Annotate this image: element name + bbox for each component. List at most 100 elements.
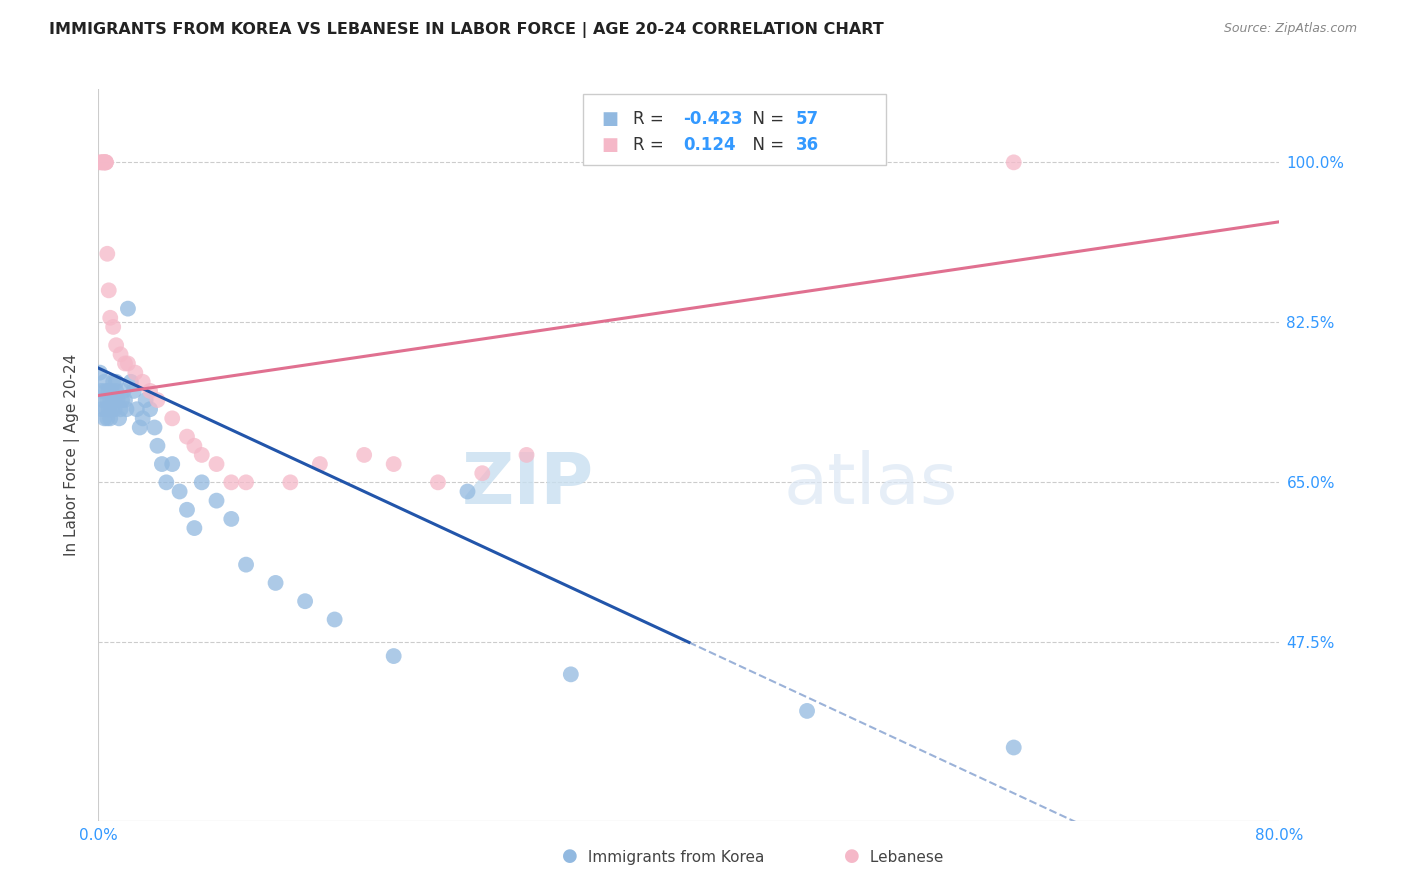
Point <box>143 420 166 434</box>
Point <box>96 411 118 425</box>
Point <box>176 503 198 517</box>
Point <box>108 411 131 425</box>
Point <box>96 393 118 408</box>
Point <box>1002 740 1025 755</box>
Point <box>183 439 205 453</box>
Point <box>114 356 136 371</box>
Point <box>105 338 128 352</box>
Point <box>132 411 155 425</box>
Text: ■: ■ <box>602 136 619 154</box>
Point <box>280 475 302 490</box>
Text: Immigrants from Korea: Immigrants from Korea <box>583 850 765 865</box>
Point <box>90 384 112 398</box>
Point <box>294 594 316 608</box>
Text: 57: 57 <box>796 110 818 128</box>
Text: atlas: atlas <box>783 450 957 518</box>
Point <box>94 384 117 398</box>
Point <box>107 393 129 408</box>
Point <box>103 320 125 334</box>
Point <box>115 402 138 417</box>
Point <box>110 347 132 361</box>
Point <box>112 384 135 398</box>
Point <box>150 457 173 471</box>
Point <box>94 155 117 169</box>
Point <box>796 704 818 718</box>
Point <box>93 411 115 425</box>
Y-axis label: In Labor Force | Age 20-24: In Labor Force | Age 20-24 <box>63 354 80 556</box>
Text: R =: R = <box>633 110 669 128</box>
Point <box>191 448 214 462</box>
Text: -0.423: -0.423 <box>683 110 742 128</box>
Text: Source: ZipAtlas.com: Source: ZipAtlas.com <box>1223 22 1357 36</box>
Point <box>132 375 155 389</box>
Point <box>100 384 122 398</box>
Point <box>91 155 114 169</box>
Text: 0.124: 0.124 <box>683 136 735 154</box>
Point <box>103 375 125 389</box>
Point <box>91 393 114 408</box>
Point <box>155 475 177 490</box>
Point <box>309 457 332 471</box>
Point <box>427 475 450 490</box>
Point <box>235 558 257 572</box>
Point <box>96 246 118 260</box>
Point <box>89 155 111 169</box>
Point <box>97 384 120 398</box>
Text: N =: N = <box>742 110 790 128</box>
Point <box>117 356 139 371</box>
Point <box>91 155 114 169</box>
Point <box>100 402 122 417</box>
Point <box>183 521 205 535</box>
Point <box>104 393 127 408</box>
Point <box>162 411 183 425</box>
Point <box>169 484 191 499</box>
Text: 36: 36 <box>796 136 818 154</box>
Text: R =: R = <box>633 136 673 154</box>
Point <box>93 155 115 169</box>
Point <box>122 384 145 398</box>
Point <box>264 576 287 591</box>
Point <box>146 393 169 408</box>
Point <box>191 475 214 490</box>
Point <box>176 430 198 444</box>
Point <box>457 484 479 499</box>
Point <box>516 448 538 462</box>
Point <box>139 402 162 417</box>
Point <box>94 155 117 169</box>
Point <box>98 411 121 425</box>
Point <box>90 155 112 169</box>
Point <box>105 384 128 398</box>
Point <box>105 375 128 389</box>
Point <box>205 493 228 508</box>
Point <box>221 512 243 526</box>
Text: N =: N = <box>742 136 790 154</box>
Point <box>93 375 115 389</box>
Point <box>98 310 121 325</box>
Point <box>382 457 405 471</box>
Point <box>205 457 228 471</box>
Text: Lebanese: Lebanese <box>865 850 943 865</box>
Point <box>235 475 257 490</box>
Point <box>94 155 117 169</box>
Text: IMMIGRANTS FROM KOREA VS LEBANESE IN LABOR FORCE | AGE 20-24 CORRELATION CHART: IMMIGRANTS FROM KOREA VS LEBANESE IN LAB… <box>49 22 884 38</box>
Point <box>90 402 112 417</box>
Point <box>98 393 121 408</box>
Point <box>382 649 405 664</box>
Point <box>124 366 146 380</box>
Point <box>94 402 117 417</box>
Point <box>111 393 134 408</box>
Point <box>135 393 157 408</box>
Point <box>117 301 139 316</box>
Point <box>114 393 136 408</box>
Point <box>323 613 346 627</box>
Point <box>125 402 148 417</box>
Point <box>89 366 111 380</box>
Point <box>471 466 494 480</box>
Point <box>1002 155 1025 169</box>
Point <box>162 457 183 471</box>
Point <box>103 393 125 408</box>
Point <box>560 667 582 681</box>
Point <box>139 384 162 398</box>
Text: ●: ● <box>562 847 578 865</box>
Point <box>353 448 375 462</box>
